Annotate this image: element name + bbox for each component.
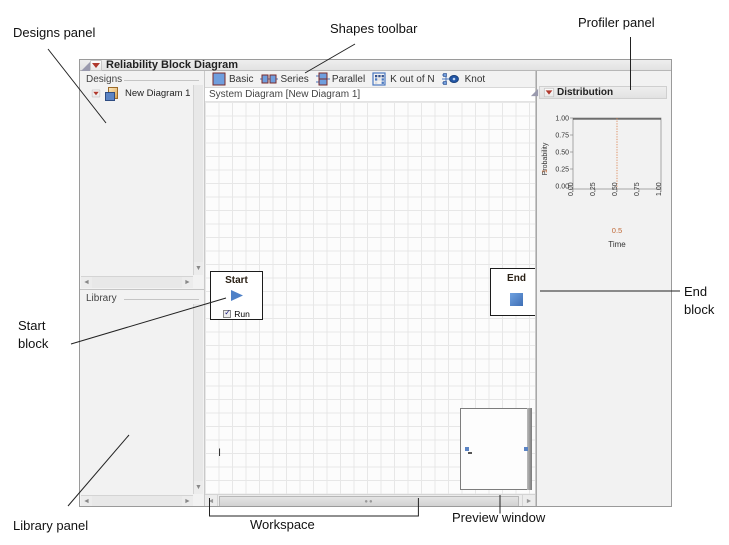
svg-text:1.00: 1.00 (656, 182, 663, 196)
svg-text:Time: Time (608, 240, 626, 249)
svg-text:0.25: 0.25 (590, 182, 597, 196)
svg-text:0.5: 0.5 (612, 226, 622, 235)
svg-text:0.00: 0.00 (568, 182, 575, 196)
svg-text:0.50: 0.50 (612, 182, 619, 196)
svg-text:1: 1 (542, 169, 549, 173)
svg-text:0.75: 0.75 (634, 182, 641, 196)
svg-text:0.50: 0.50 (555, 150, 569, 157)
svg-text:0.25: 0.25 (555, 167, 569, 174)
svg-text:1.00: 1.00 (555, 116, 569, 123)
svg-text:0.75: 0.75 (555, 133, 569, 140)
